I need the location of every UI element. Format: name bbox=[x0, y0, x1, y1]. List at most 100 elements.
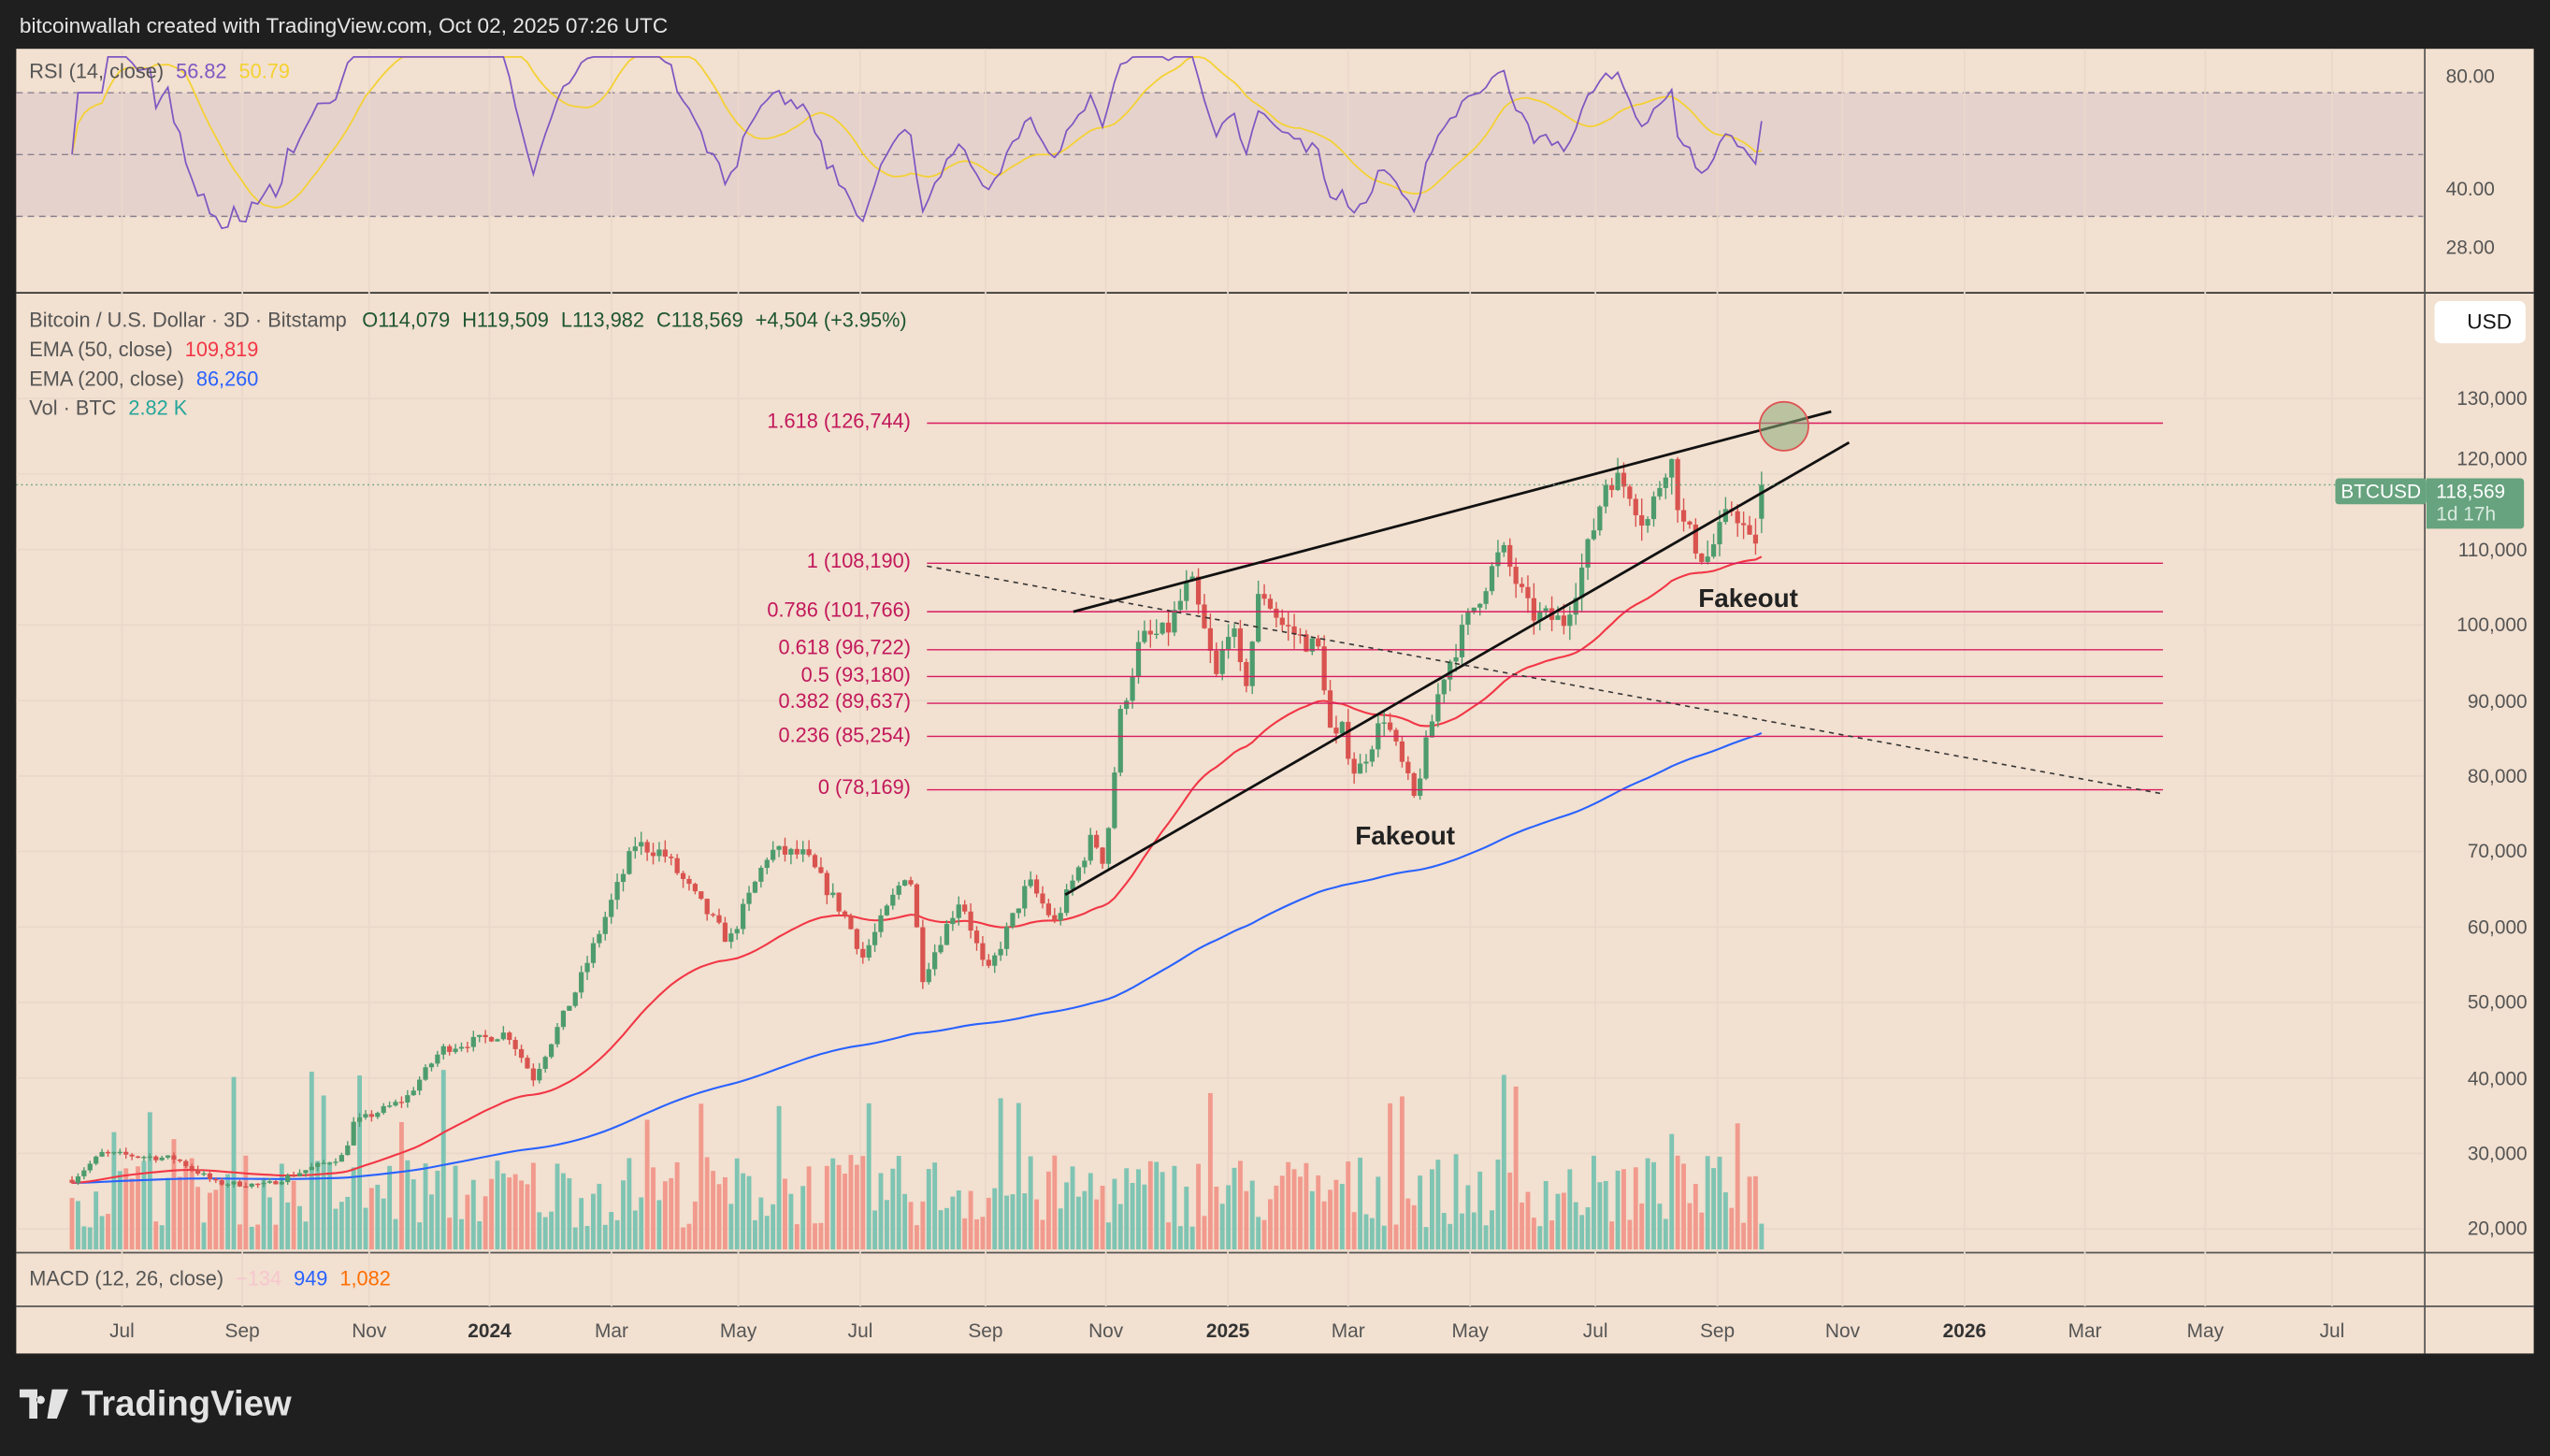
volume-bar bbox=[1058, 1208, 1063, 1250]
volume-bar bbox=[1592, 1155, 1596, 1250]
volume-bar bbox=[171, 1139, 177, 1250]
candle-body bbox=[1267, 598, 1274, 609]
tradingview-logo[interactable]: TradingView bbox=[19, 1383, 292, 1425]
candle bbox=[1130, 668, 1135, 709]
candle bbox=[435, 1050, 440, 1067]
candle bbox=[381, 1103, 386, 1116]
candle-body bbox=[1561, 615, 1567, 627]
candle-body bbox=[1160, 622, 1165, 634]
candle bbox=[962, 900, 968, 915]
volume-bar bbox=[1088, 1173, 1093, 1250]
candle-body bbox=[1495, 552, 1501, 567]
candle bbox=[1537, 602, 1543, 631]
candle bbox=[1531, 583, 1536, 635]
candle bbox=[1573, 583, 1578, 626]
candle-body bbox=[950, 917, 956, 925]
candle-body bbox=[1010, 913, 1016, 928]
volume-bar bbox=[1070, 1166, 1075, 1250]
candle bbox=[1249, 641, 1255, 695]
candle-body bbox=[147, 1156, 152, 1159]
candle-body bbox=[285, 1175, 291, 1183]
candle-body bbox=[1105, 828, 1112, 864]
volume-bar bbox=[1441, 1213, 1447, 1250]
volume-bar bbox=[1010, 1194, 1016, 1250]
candle-body bbox=[1249, 642, 1255, 686]
volume-bar bbox=[303, 1221, 309, 1250]
candle-body bbox=[483, 1034, 488, 1038]
candle bbox=[1022, 879, 1028, 917]
candle-body bbox=[1525, 586, 1531, 598]
candle-body bbox=[1585, 539, 1591, 568]
time-axis-label: Jul bbox=[847, 1319, 873, 1343]
time-axis-label: Jul bbox=[109, 1319, 135, 1343]
candle bbox=[477, 1034, 483, 1043]
volume-bar bbox=[1177, 1226, 1183, 1250]
candle bbox=[866, 939, 872, 961]
volume-bar bbox=[950, 1196, 956, 1250]
volume-bar bbox=[1399, 1096, 1405, 1250]
candle-body bbox=[213, 1178, 219, 1181]
volume-legend[interactable]: Vol · BTC 2.82 K bbox=[29, 396, 187, 419]
volume-bar bbox=[1495, 1159, 1501, 1250]
volume-bar bbox=[1669, 1133, 1675, 1250]
candle-body bbox=[1639, 515, 1645, 526]
candle-body bbox=[1130, 676, 1135, 701]
candle bbox=[447, 1044, 453, 1056]
candle-body bbox=[1261, 594, 1267, 599]
candle bbox=[830, 883, 836, 899]
candle-body bbox=[1369, 749, 1375, 762]
volume-bar bbox=[854, 1164, 859, 1250]
candle bbox=[794, 840, 800, 859]
price-axis-label: 80,000 bbox=[2467, 764, 2528, 787]
currency-button[interactable]: USD bbox=[2434, 300, 2526, 344]
volume-bar bbox=[1471, 1212, 1477, 1250]
volume-bar bbox=[1244, 1190, 1249, 1250]
candle-body bbox=[1351, 758, 1357, 774]
candle bbox=[530, 1063, 536, 1087]
ema50-legend[interactable]: EMA (50, close) 109,819 bbox=[29, 339, 258, 361]
volume-bar bbox=[944, 1207, 949, 1250]
candle-body bbox=[1741, 523, 1747, 526]
candle bbox=[1321, 635, 1327, 695]
candle bbox=[669, 854, 674, 866]
volume-bar bbox=[1520, 1202, 1524, 1250]
candle bbox=[255, 1183, 261, 1189]
time-axis-label: 2026 bbox=[1942, 1319, 1987, 1343]
volume-bar bbox=[423, 1163, 428, 1250]
candle bbox=[1453, 643, 1459, 672]
candle bbox=[1279, 609, 1285, 632]
candle bbox=[1261, 584, 1267, 606]
candle-body bbox=[806, 849, 812, 856]
volume-bar bbox=[734, 1158, 740, 1250]
volume-bar bbox=[500, 1173, 506, 1250]
candle-body bbox=[291, 1175, 296, 1177]
rsi-label: RSI (14, close) bbox=[29, 60, 165, 83]
candle-body bbox=[1045, 903, 1052, 915]
ema200-legend[interactable]: EMA (200, close) 86,260 bbox=[29, 368, 258, 390]
candle-body bbox=[1471, 607, 1477, 613]
candle bbox=[1591, 518, 1597, 541]
volume-bar bbox=[1747, 1176, 1752, 1250]
candle-body bbox=[1615, 472, 1621, 491]
candle-body bbox=[590, 943, 597, 963]
volume-bar bbox=[932, 1162, 938, 1250]
candle-body bbox=[435, 1054, 440, 1064]
symbol-name: Bitcoin / U.S. Dollar · 3D · Bitstamp bbox=[29, 309, 347, 332]
candle-body bbox=[171, 1155, 177, 1160]
volume-bar bbox=[238, 1224, 242, 1250]
candle-body bbox=[1513, 567, 1519, 584]
candle bbox=[662, 840, 668, 863]
candle bbox=[189, 1163, 194, 1173]
candle bbox=[1045, 899, 1052, 918]
candle bbox=[1064, 884, 1070, 916]
volume-bar bbox=[183, 1162, 189, 1250]
candle-body bbox=[824, 872, 829, 896]
volume-bar bbox=[1309, 1190, 1315, 1250]
candle-body bbox=[914, 884, 920, 928]
volume-bar bbox=[261, 1177, 267, 1250]
time-axis-label: Mar bbox=[2067, 1319, 2102, 1343]
candle-body bbox=[1214, 650, 1219, 674]
volume-bar bbox=[398, 1121, 404, 1250]
